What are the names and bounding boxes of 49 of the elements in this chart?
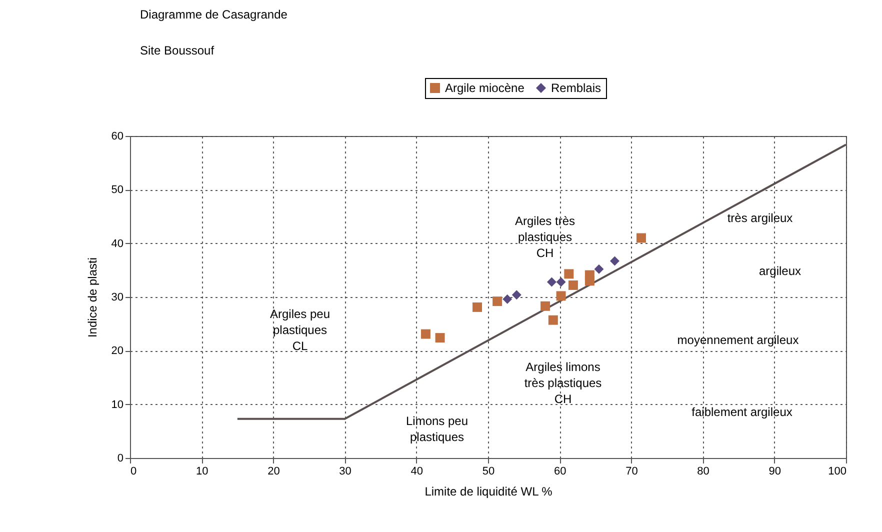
annotation: Limons peu plastiques bbox=[406, 414, 468, 444]
point bbox=[540, 301, 550, 311]
y-tick-label: 40 bbox=[111, 238, 124, 250]
point bbox=[564, 269, 574, 279]
annotation: Argiles très plastiques CH bbox=[514, 214, 576, 260]
point bbox=[556, 291, 566, 301]
point bbox=[584, 276, 594, 286]
y-tick-label: 10 bbox=[111, 398, 124, 411]
annotation: faiblement argileux bbox=[692, 405, 792, 419]
x-tick-label: 80 bbox=[697, 466, 710, 478]
annotation: Argiles limons très plastiques CH bbox=[524, 360, 602, 406]
annotation: très argileux bbox=[727, 211, 793, 225]
point bbox=[546, 277, 556, 287]
annotation: Argiles peu plastiques CL bbox=[270, 307, 330, 353]
x-tick-label: 60 bbox=[554, 466, 566, 478]
x-tick-label: 0 bbox=[130, 466, 137, 478]
point bbox=[512, 290, 522, 300]
point bbox=[568, 280, 578, 290]
x-tick-label: 50 bbox=[482, 466, 495, 478]
x-tick-label: 90 bbox=[768, 466, 782, 478]
point bbox=[420, 329, 430, 339]
x-tick-label: 70 bbox=[626, 466, 638, 478]
point bbox=[610, 256, 620, 266]
legend-label: Argile miocène bbox=[445, 81, 525, 95]
annotation: argileux bbox=[758, 264, 802, 278]
point bbox=[556, 277, 566, 287]
point bbox=[636, 233, 646, 243]
x-tick-label: 30 bbox=[339, 466, 352, 478]
point bbox=[492, 296, 502, 306]
x-tick-label: 10 bbox=[196, 466, 208, 478]
y-tick-label: 60 bbox=[111, 130, 124, 142]
y-tick-label: 20 bbox=[111, 345, 124, 358]
x-tick-label: 20 bbox=[268, 466, 280, 478]
x-axis-title: Limite de liquidité WL % bbox=[424, 484, 553, 498]
point bbox=[502, 294, 512, 304]
point bbox=[548, 315, 558, 325]
y-tick-label: 50 bbox=[111, 184, 124, 196]
point bbox=[594, 264, 604, 274]
y-tick-label: 30 bbox=[111, 292, 124, 304]
x-tick-label: 40 bbox=[410, 466, 424, 478]
chart-title: Diagramme de Casagrande bbox=[140, 8, 288, 22]
y-axis-title: Indice de plasti bbox=[85, 257, 100, 338]
point bbox=[472, 302, 482, 312]
x-tick-label: 100 bbox=[828, 466, 846, 478]
y-tick-label: 0 bbox=[117, 452, 124, 464]
point bbox=[435, 333, 445, 343]
legend-label: Remblais bbox=[551, 81, 602, 95]
chart-subtitle: Site Boussouf bbox=[140, 44, 215, 58]
annotation: moyennement argileux bbox=[677, 333, 799, 347]
